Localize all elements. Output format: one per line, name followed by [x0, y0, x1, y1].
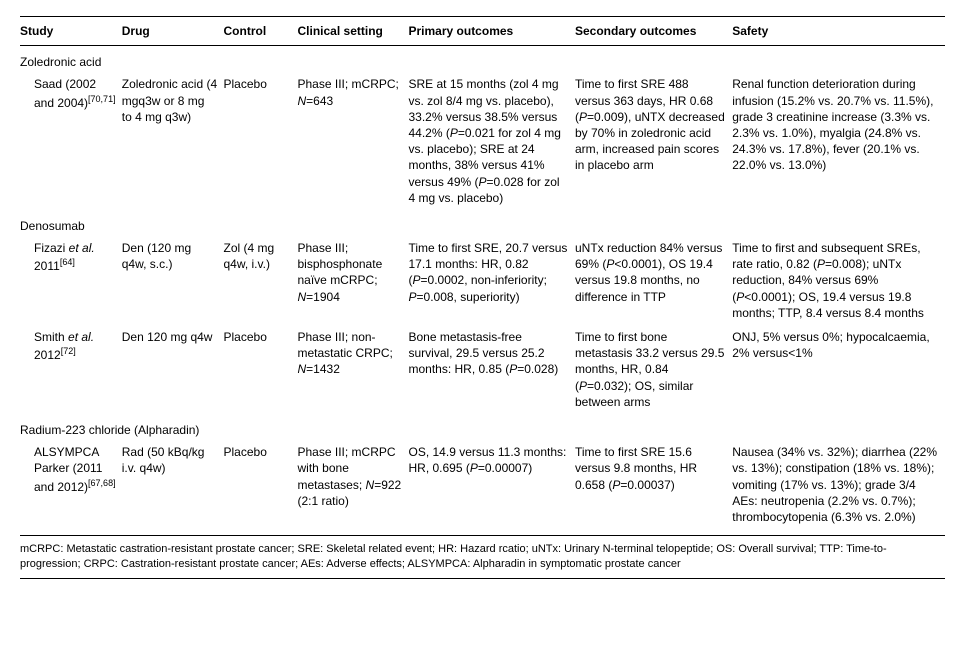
clinical-trials-table: StudyDrugControlClinical settingPrimary … — [20, 16, 945, 536]
primary-cell: OS, 14.9 versus 11.3 months: HR, 0.695 (… — [409, 440, 576, 535]
col-header: Secondary outcomes — [575, 17, 732, 46]
secondary-cell: Time to first bone metastasis 33.2 versu… — [575, 325, 732, 414]
table-row: ALSYMPCA Parker (2011 and 2012)[67,68]Ra… — [20, 440, 945, 535]
study-cell: Saad (2002 and 2004)[70,71] — [20, 72, 122, 210]
secondary-cell: uNTx reduction 84% versus 69% (P<0.0001)… — [575, 236, 732, 325]
table-row: Fizazi et al. 2011[64]Den (120 mg q4w, s… — [20, 236, 945, 325]
col-header: Drug — [122, 17, 224, 46]
control-cell: Placebo — [224, 325, 298, 414]
drug-cell: Zoledronic acid (4 mgq3w or 8 mg to 4 mg… — [122, 72, 224, 210]
study-cell: Smith et al. 2012[72] — [20, 325, 122, 414]
safety-cell: Renal function deterioration during infu… — [732, 72, 945, 210]
col-header: Study — [20, 17, 122, 46]
group-label: Zoledronic acid — [20, 46, 945, 73]
safety-cell: ONJ, 5% versus 0%; hypocalcaemia, 2% ver… — [732, 325, 945, 414]
safety-cell: Nausea (34% vs. 32%); diarrhea (22% vs. … — [732, 440, 945, 535]
primary-cell: SRE at 15 months (zol 4 mg vs. zol 8/4 m… — [409, 72, 576, 210]
primary-cell: Time to first SRE, 20.7 versus 17.1 mont… — [409, 236, 576, 325]
study-cell: ALSYMPCA Parker (2011 and 2012)[67,68] — [20, 440, 122, 535]
table-footnote: mCRPC: Metastatic castration-resistant p… — [20, 536, 945, 579]
safety-cell: Time to first and subsequent SREs, rate … — [732, 236, 945, 325]
col-header: Primary outcomes — [409, 17, 576, 46]
table-row: Smith et al. 2012[72]Den 120 mg q4wPlace… — [20, 325, 945, 414]
col-header: Clinical setting — [298, 17, 409, 46]
setting-cell: Phase III; bisphosphonate naïve mCRPC; N… — [298, 236, 409, 325]
table-row: Saad (2002 and 2004)[70,71]Zoledronic ac… — [20, 72, 945, 210]
secondary-cell: Time to first SRE 488 versus 363 days, H… — [575, 72, 732, 210]
drug-cell: Den (120 mg q4w, s.c.) — [122, 236, 224, 325]
setting-cell: Phase III; non-metastatic CRPC; N=1432 — [298, 325, 409, 414]
group-label: Radium-223 chloride (Alpharadin) — [20, 414, 945, 440]
control-cell: Zol (4 mg q4w, i.v.) — [224, 236, 298, 325]
setting-cell: Phase III; mCRPC with bone metastases; N… — [298, 440, 409, 535]
drug-cell: Den 120 mg q4w — [122, 325, 224, 414]
primary-cell: Bone metastasis-free survival, 29.5 vers… — [409, 325, 576, 414]
secondary-cell: Time to first SRE 15.6 versus 9.8 months… — [575, 440, 732, 535]
group-label: Denosumab — [20, 210, 945, 236]
col-header: Control — [224, 17, 298, 46]
setting-cell: Phase III; mCRPC; N=643 — [298, 72, 409, 210]
control-cell: Placebo — [224, 440, 298, 535]
drug-cell: Rad (50 kBq/kg i.v. q4w) — [122, 440, 224, 535]
col-header: Safety — [732, 17, 945, 46]
study-cell: Fizazi et al. 2011[64] — [20, 236, 122, 325]
control-cell: Placebo — [224, 72, 298, 210]
